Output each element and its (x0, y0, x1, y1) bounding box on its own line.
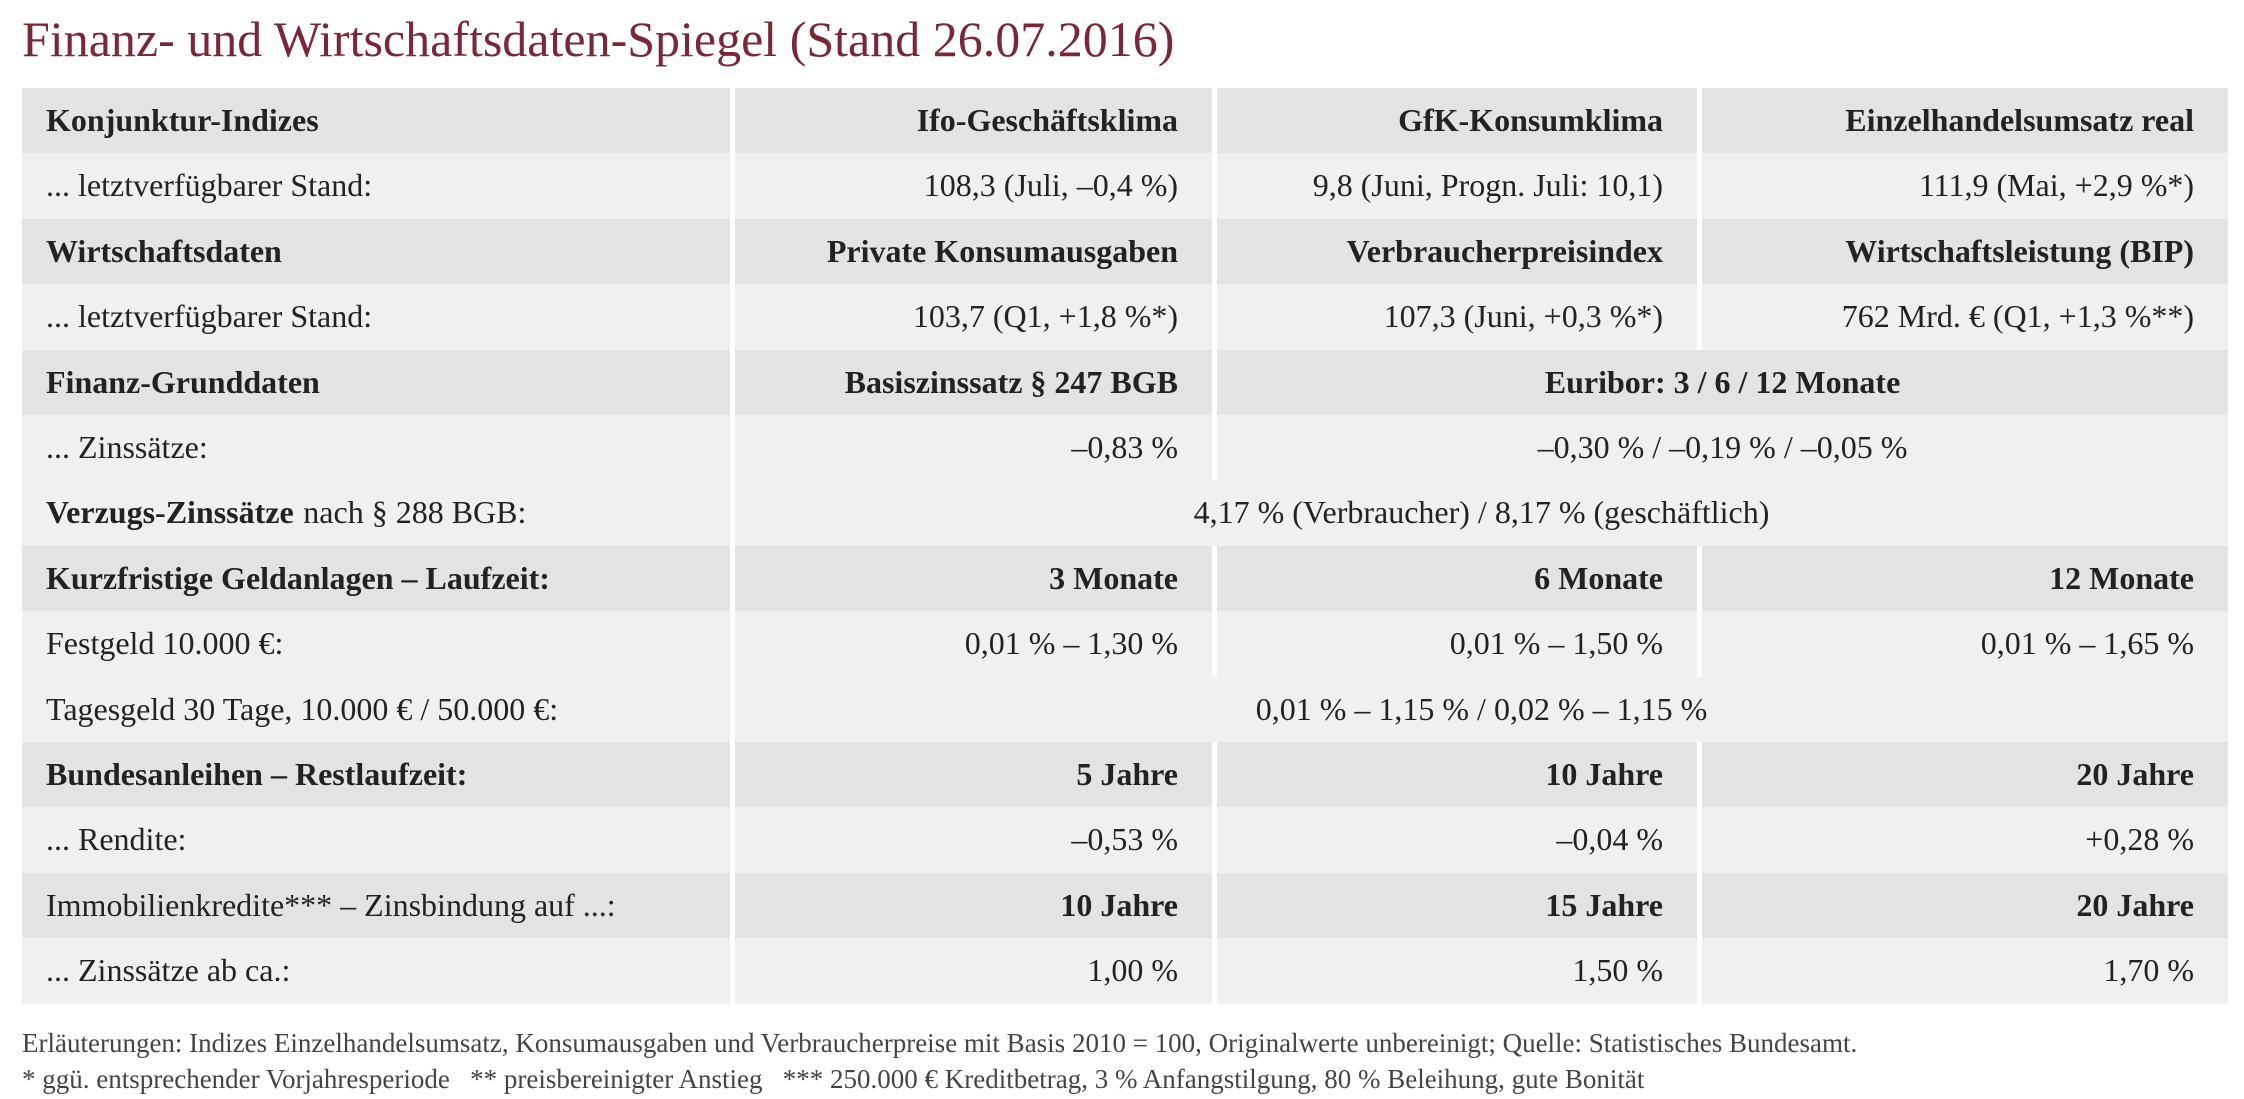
row-label: Festgeld 10.000 €: (22, 611, 730, 678)
table-cell: Euribor: 3 / 6 / 12 Monate (1217, 349, 2228, 416)
table-cell: Einzelhandelsumsatz real (1702, 88, 2228, 154)
table-cell: 9,8 (Juni, Progn. Juli: 10,1) (1217, 153, 1697, 220)
table-cell: 111,9 (Mai, +2,9 %*) (1702, 153, 2228, 220)
label-text: nach § 288 BGB: (303, 494, 527, 531)
row-label: Tagesgeld 30 Tage, 10.000 € / 50.000 €: (22, 676, 730, 743)
table-cell: 12 Monate (1702, 545, 2228, 612)
row-label: Immobilienkredite*** – Zinsbindung auf .… (22, 872, 730, 939)
table-cell: 1,50 % (1217, 938, 1697, 1005)
table-cell: 0,01 % – 1,30 % (735, 611, 1212, 678)
row-label: Finanz-Grunddaten (22, 349, 730, 416)
row-label: Bundesanleihen – Restlaufzeit: (22, 742, 730, 808)
row-label: Kurzfristige Geldanlagen – Laufzeit: (22, 545, 730, 612)
table-cell: Verbraucherpreisindex (1217, 218, 1697, 285)
table-cell: 762 Mrd. € (Q1, +1,3 %**) (1702, 284, 2228, 351)
table-cell: 103,7 (Q1, +1,8 %*) (735, 284, 1212, 351)
row-label: ... letztverfügbarer Stand: (22, 284, 730, 351)
row-label: Wirtschaftsdaten (22, 218, 730, 285)
table-cell: 107,3 (Juni, +0,3 %*) (1217, 284, 1697, 351)
table-cell: 0,01 % – 1,15 % / 0,02 % – 1,15 % (735, 676, 2228, 743)
table-cell: 0,01 % – 1,50 % (1217, 611, 1697, 678)
row-label: Konjunktur-Indizes (22, 88, 730, 154)
table-cell: 108,3 (Juli, –0,4 %) (735, 153, 1212, 220)
table-cell: GfK-Konsumklima (1217, 88, 1697, 154)
table-cell: Private Konsumausgaben (735, 218, 1212, 285)
table-cell: 10 Jahre (735, 872, 1212, 939)
table-cell: Wirtschaftsleistung (BIP) (1702, 218, 2228, 285)
table-cell: 1,70 % (1702, 938, 2228, 1005)
table-cell: Ifo-Geschäftsklima (735, 88, 1212, 154)
table-cell: 0,01 % – 1,65 % (1702, 611, 2228, 678)
table-cell: –0,30 % / –0,19 % / –0,05 % (1217, 415, 2228, 481)
table-cell: 6 Monate (1217, 545, 1697, 612)
table-cell: –0,53 % (735, 807, 1212, 874)
footnote: * ggü. entsprechender Vorjahresperiode *… (22, 1064, 1645, 1094)
table-cell: –0,83 % (735, 415, 1212, 481)
table-cell: 10 Jahre (1217, 742, 1697, 808)
row-label: ... Rendite: (22, 807, 730, 874)
row-label: ... Zinssätze: (22, 415, 730, 481)
table-cell: 20 Jahre (1702, 872, 2228, 939)
footnote: Erläuterungen: Indizes Einzelhandelsumsa… (22, 1028, 1858, 1058)
table-cell: 5 Jahre (735, 742, 1212, 808)
title: Finanz- und Wirtschaftsdaten-Spiegel (St… (22, 11, 1175, 67)
table-cell: +0,28 % (1702, 807, 2228, 874)
table-cell: 4,17 % (Verbraucher) / 8,17 % (geschäftl… (735, 480, 2228, 547)
table-cell: 15 Jahre (1217, 872, 1697, 939)
label-bold: Verzugs-Zinssätze (46, 494, 294, 531)
table-cell: 3 Monate (735, 545, 1212, 612)
table-cell: –0,04 % (1217, 807, 1697, 874)
row-label: Verzugs-Zinssätze nach § 288 BGB: (22, 480, 730, 547)
row-label: ... Zinssätze ab ca.: (22, 938, 730, 1005)
table-cell: 1,00 % (735, 938, 1212, 1005)
table-cell: Basiszinssatz § 247 BGB (735, 349, 1212, 416)
table-cell: 20 Jahre (1702, 742, 2228, 808)
row-label: ... letztverfügbarer Stand: (22, 153, 730, 220)
